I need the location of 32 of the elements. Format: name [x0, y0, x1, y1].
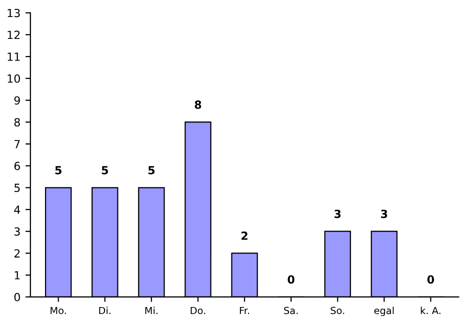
x-tick-label: So.	[330, 306, 344, 314]
y-tick-label: 0	[14, 292, 20, 302]
data-label: 5	[55, 166, 62, 174]
y-tick-label: 13	[8, 8, 20, 18]
data-label: 3	[381, 210, 388, 218]
y-tick-label: 2	[14, 249, 20, 258]
y-tick-label: 8	[14, 118, 20, 126]
y-tick-label: 1	[14, 271, 20, 280]
x-tick-label: Di.	[99, 306, 110, 314]
x-tick-label: egal	[374, 306, 394, 316]
data-label: 5	[102, 166, 108, 174]
data-label: 0	[288, 275, 294, 284]
y-tick-label: 11	[8, 52, 20, 61]
y-tick-label: 9	[14, 96, 20, 105]
x-tick-label: Fr.	[240, 306, 250, 314]
y-tick-label: 6	[14, 162, 20, 170]
x-tick-label: Mi.	[145, 306, 158, 314]
y-tick-label: 12	[8, 30, 20, 39]
data-label: 0	[427, 275, 434, 284]
y-tick-label: 3	[14, 227, 20, 236]
x-tick-label: Do.	[190, 306, 206, 314]
data-label: 5	[148, 166, 155, 174]
y-tick-label: 7	[14, 140, 20, 148]
y-tick-label: 10	[8, 74, 20, 83]
y-tick-label: 5	[14, 184, 20, 192]
x-tick-label: Sa.	[284, 306, 298, 314]
data-label: 3	[334, 210, 341, 218]
x-tick-label: k. A.	[420, 306, 440, 314]
x-tick-label: Mo.	[50, 306, 66, 314]
data-label: 2	[242, 232, 248, 240]
y-tick-label: 4	[14, 206, 20, 214]
data-label: 8	[194, 100, 202, 109]
